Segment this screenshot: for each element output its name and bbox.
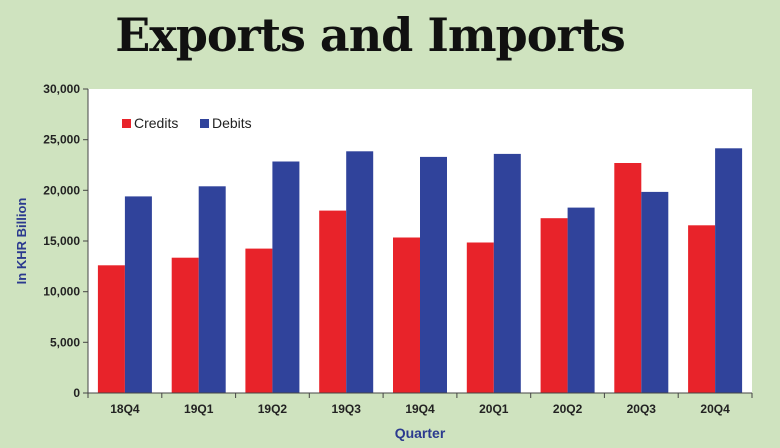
bar-debits-20q2 (567, 207, 595, 393)
y-tick-label: 30,000 (43, 82, 80, 96)
bar-credits-19q2 (245, 248, 273, 393)
ticks-group: 18Q4 19Q1 19Q2 19Q3 19Q4 20Q1 20Q2 20Q3 20Q4 0 5,0… (43, 82, 753, 416)
bar-credits-20q3 (614, 163, 642, 393)
bar-debits-19q4 (420, 156, 447, 393)
chart-title: Exports and Imports (115, 8, 626, 62)
x-tick-label: 20Q1 (479, 402, 509, 416)
bars-group (97, 148, 743, 393)
bar-credits-19q3 (319, 210, 347, 393)
bar-debits-18q4 (124, 196, 152, 393)
bar-debits-19q3 (346, 151, 374, 393)
bar-credits-18q4 (97, 265, 125, 393)
x-tick-label: 20Q2 (553, 402, 583, 416)
x-tick-label: 18Q4 (110, 402, 140, 416)
bar-credits-19q1 (171, 257, 199, 393)
bar-credits-19q4 (393, 237, 420, 393)
y-axis-label: In KHR Billion (14, 198, 29, 285)
bar-debits-19q2 (272, 161, 300, 393)
bar-debits-20q4 (715, 148, 743, 393)
y-tick-label: 15,000 (43, 234, 80, 248)
y-tick-label: 10,000 (43, 285, 80, 299)
x-tick-label: 19Q4 (405, 402, 435, 416)
y-tick-label: 20,000 (43, 183, 80, 197)
bar-credits-20q2 (540, 218, 568, 393)
y-tick-label: 0 (73, 386, 80, 400)
y-tick-label: 25,000 (43, 133, 80, 147)
x-tick-label: 19Q3 (332, 402, 362, 416)
x-tick-label: 20Q4 (700, 402, 730, 416)
bar-debits-19q1 (198, 186, 226, 393)
legend-label-credits: Credits (134, 115, 178, 131)
bar-credits-20q4 (688, 225, 716, 393)
legend: Credits Debits (122, 115, 252, 131)
x-axis-label: Quarter (395, 425, 446, 441)
bar-debits-20q3 (641, 191, 669, 393)
legend-swatch-debits (200, 119, 209, 128)
bar-debits-20q1 (493, 153, 521, 393)
x-tick-label: 19Q2 (258, 402, 288, 416)
x-tick-label: 19Q1 (184, 402, 214, 416)
x-tick-label: 20Q3 (627, 402, 657, 416)
y-tick-label: 5,000 (50, 335, 80, 349)
legend-label-debits: Debits (212, 115, 252, 131)
legend-swatch-credits (122, 119, 131, 128)
bar-credits-20q1 (466, 242, 494, 393)
